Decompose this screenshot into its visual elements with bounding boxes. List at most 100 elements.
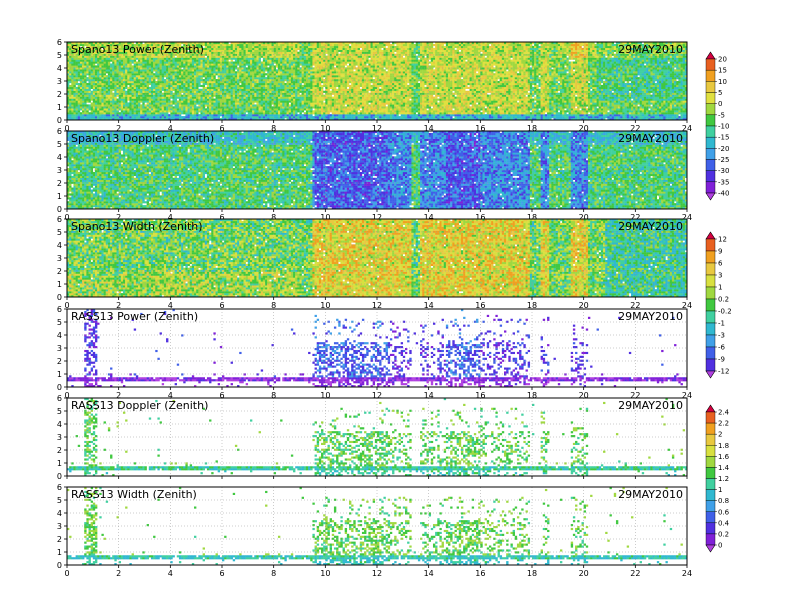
heatmap-cell <box>200 58 202 60</box>
heatmap-cell <box>127 114 129 116</box>
heatmap-cell <box>300 56 302 58</box>
heatmap-cell <box>274 69 276 71</box>
heatmap-cell <box>239 106 241 108</box>
heatmap-cell <box>71 69 73 71</box>
heatmap-cell <box>149 58 151 60</box>
heatmap-cell <box>160 91 162 93</box>
heatmap-cell <box>287 104 289 106</box>
heatmap-cell <box>235 50 237 52</box>
heatmap-cell <box>269 69 271 71</box>
heatmap-cell <box>218 50 220 52</box>
heatmap-cell <box>147 83 149 85</box>
heatmap-cell <box>78 104 80 106</box>
heatmap-cell <box>282 102 284 104</box>
heatmap-cell <box>170 108 172 110</box>
heatmap-cell <box>213 83 215 85</box>
heatmap-cell <box>269 99 271 101</box>
heatmap-cell <box>226 97 228 99</box>
heatmap-cell <box>149 63 151 65</box>
heatmap-cell <box>99 89 101 91</box>
heatmap-cell <box>196 60 198 62</box>
heatmap-cell <box>317 112 319 114</box>
heatmap-cell <box>119 95 121 97</box>
heatmap-cell <box>254 60 256 62</box>
heatmap-cell <box>261 83 263 85</box>
heatmap-cell <box>181 71 183 73</box>
heatmap-cell <box>198 58 200 60</box>
heatmap-cell <box>95 112 97 114</box>
heatmap-cell <box>239 75 241 77</box>
heatmap-cell <box>132 58 134 60</box>
heatmap-cell <box>302 52 304 54</box>
heatmap-cell <box>76 102 78 104</box>
heatmap-cell <box>308 67 310 69</box>
heatmap-cell <box>222 75 224 77</box>
heatmap-cell <box>119 63 121 65</box>
heatmap-cell <box>95 91 97 93</box>
heatmap-cell <box>151 83 153 85</box>
heatmap-cell <box>218 46 220 48</box>
heatmap-cell <box>306 71 308 73</box>
heatmap-cell <box>250 89 252 91</box>
heatmap-cell <box>224 48 226 50</box>
heatmap-cell <box>239 77 241 79</box>
heatmap-cell <box>265 87 267 89</box>
heatmap-cell <box>248 106 250 108</box>
heatmap-cell <box>246 73 248 75</box>
heatmap-cell <box>224 75 226 77</box>
heatmap-cell <box>155 60 157 62</box>
heatmap-cell <box>162 85 164 87</box>
heatmap-cell <box>267 52 269 54</box>
heatmap-cell <box>153 87 155 89</box>
heatmap-cell <box>226 104 228 106</box>
heatmap-cell <box>327 101 329 103</box>
heatmap-cell <box>269 71 271 73</box>
heatmap-cell <box>138 81 140 83</box>
heatmap-cell <box>123 62 125 64</box>
heatmap-cell <box>325 65 327 67</box>
heatmap-cell <box>310 73 312 75</box>
heatmap-cell <box>312 116 314 118</box>
heatmap-cell <box>207 73 209 75</box>
heatmap-cell <box>319 75 321 77</box>
heatmap-cell <box>325 62 327 64</box>
heatmap-cell <box>198 95 200 97</box>
heatmap-cell <box>82 81 84 83</box>
heatmap-cell <box>295 58 297 60</box>
heatmap-cell <box>233 116 235 118</box>
heatmap-cell <box>177 69 179 71</box>
heatmap-cell <box>140 112 142 114</box>
heatmap-cell <box>185 110 187 112</box>
heatmap-cell <box>306 67 308 69</box>
heatmap-cell <box>209 108 211 110</box>
heatmap-cell <box>332 71 334 73</box>
heatmap-cell <box>149 106 151 108</box>
heatmap-cell <box>261 69 263 71</box>
heatmap-cell <box>194 114 196 116</box>
heatmap-cell <box>162 62 164 64</box>
heatmap-cell <box>110 87 112 89</box>
heatmap-cell <box>84 77 86 79</box>
heatmap-cell <box>114 60 116 62</box>
heatmap-cell <box>300 63 302 65</box>
heatmap-cell <box>293 108 295 110</box>
heatmap-cell <box>213 81 215 83</box>
heatmap-cell <box>78 102 80 104</box>
heatmap-cell <box>261 95 263 97</box>
heatmap-cell <box>287 52 289 54</box>
heatmap-cell <box>211 58 213 60</box>
heatmap-cell <box>108 75 110 77</box>
heatmap-cell <box>172 71 174 73</box>
heatmap-cell <box>282 114 284 116</box>
heatmap-cell <box>321 102 323 104</box>
heatmap-cell <box>91 112 93 114</box>
heatmap-cell <box>224 60 226 62</box>
heatmap-cell <box>73 101 75 103</box>
heatmap-cell <box>179 69 181 71</box>
heatmap-cell <box>218 48 220 50</box>
heatmap-cell <box>228 62 230 64</box>
heatmap-cell <box>104 104 106 106</box>
heatmap-cell <box>327 81 329 83</box>
heatmap-cell <box>306 91 308 93</box>
heatmap-cell <box>149 83 151 85</box>
